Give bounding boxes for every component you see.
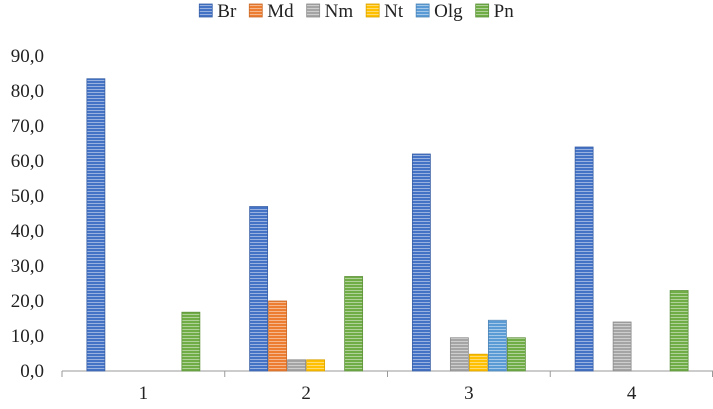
bar-pn-cat-3 bbox=[506, 337, 526, 372]
bar-nm-cat-4 bbox=[612, 321, 632, 372]
legend-label: Olg bbox=[434, 1, 463, 22]
axes: 0,0 10,0 20,0 30,0 40,0 50,0 60,0 70,0 80,0 90,0 1… bbox=[11, 46, 713, 404]
bar-br-cat-1 bbox=[86, 78, 106, 372]
y-tick-label: 10,0 bbox=[11, 326, 44, 347]
y-tick-label: 80,0 bbox=[11, 81, 44, 102]
legend-swatch bbox=[475, 3, 490, 18]
bar-nm-cat-3 bbox=[449, 337, 469, 372]
legend-item-nm: Nm bbox=[306, 1, 354, 22]
y-tick-label: 50,0 bbox=[11, 186, 44, 207]
legend-item-olg: Olg bbox=[415, 1, 463, 22]
bar-pn-cat-2 bbox=[344, 276, 364, 372]
legend-label: Nm bbox=[325, 1, 354, 22]
legend-item-pn: Pn bbox=[475, 1, 515, 22]
legend-label: Br bbox=[217, 1, 237, 22]
legend-swatch bbox=[365, 3, 380, 18]
y-tick-label: 90,0 bbox=[11, 46, 44, 67]
bar-md-cat-2 bbox=[268, 300, 288, 372]
legend-item-md: Md bbox=[248, 1, 294, 22]
bar-nm-cat-2 bbox=[287, 359, 307, 372]
legend-label: Nt bbox=[384, 1, 404, 22]
bar-pn-cat-4 bbox=[669, 290, 689, 372]
x-tick-label: 4 bbox=[627, 383, 637, 404]
bar-br-cat-3 bbox=[411, 153, 431, 372]
legend-swatch bbox=[415, 3, 430, 18]
legend-swatch bbox=[198, 3, 213, 18]
legend-label: Md bbox=[267, 1, 294, 22]
y-tick-label: 20,0 bbox=[11, 291, 44, 312]
legend-label: Pn bbox=[494, 1, 515, 22]
bar-br-cat-4 bbox=[574, 146, 594, 372]
bar-br-cat-2 bbox=[249, 206, 269, 372]
bar-nt-cat-2 bbox=[306, 359, 326, 372]
y-tick-label: 30,0 bbox=[11, 256, 44, 277]
legend-item-br: Br bbox=[198, 1, 237, 22]
y-tick-label: 0,0 bbox=[20, 361, 44, 382]
y-tick-label: 60,0 bbox=[11, 151, 44, 172]
legend-swatch bbox=[248, 3, 263, 18]
legend: Br Md Nm Nt Olg Pn bbox=[198, 1, 515, 22]
x-tick-label: 3 bbox=[464, 383, 474, 404]
bars bbox=[86, 78, 689, 372]
legend-swatch bbox=[306, 3, 321, 18]
bar-olg-cat-3 bbox=[487, 319, 507, 372]
x-tick-label: 2 bbox=[301, 383, 311, 404]
bar-pn-cat-1 bbox=[181, 311, 201, 372]
bar-nt-cat-3 bbox=[468, 353, 488, 372]
y-tick-label: 70,0 bbox=[11, 116, 44, 137]
y-tick-label: 40,0 bbox=[11, 221, 44, 242]
x-tick-label: 1 bbox=[139, 383, 149, 404]
legend-item-nt: Nt bbox=[365, 1, 404, 22]
